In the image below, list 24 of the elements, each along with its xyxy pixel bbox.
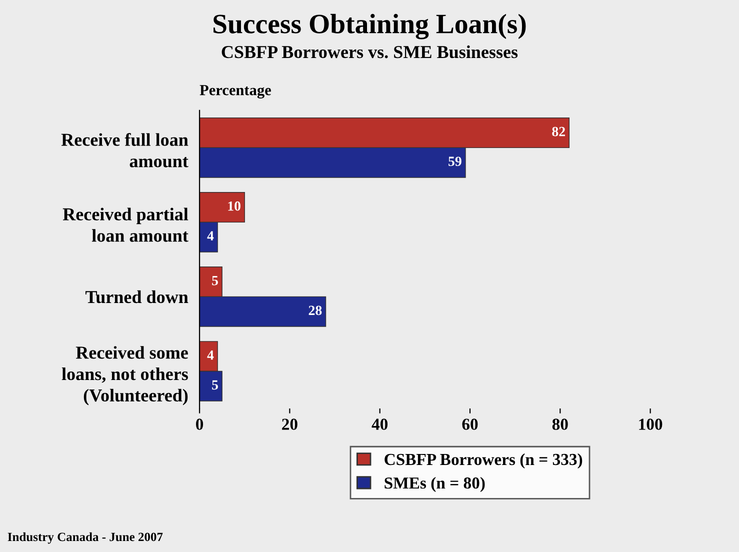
data-label: 82 bbox=[552, 126, 565, 136]
x-axis-title: Percentage bbox=[200, 85, 271, 98]
chart-subtitle: CSBFP Borrowers vs. SME Businesses bbox=[222, 45, 518, 58]
x-tick-label: 40 bbox=[372, 418, 388, 430]
x-tick-label: 60 bbox=[462, 418, 478, 430]
y-tick-label: Received some loans, not others (Volunteered) bbox=[62, 346, 188, 406]
chart-title: Success Obtaining Loan(s) bbox=[214, 14, 526, 40]
legend-label: CSBFP Borrowers (n = 333) bbox=[384, 453, 582, 469]
text: Industry Canada - June 2007 bbox=[8, 532, 163, 544]
x-tick-label: 100 bbox=[639, 418, 662, 430]
y-tick-label: Receive full loan amount bbox=[61, 133, 188, 168]
x-tick-label: 0 bbox=[196, 418, 204, 430]
y-tick-label: Turned down bbox=[85, 290, 188, 304]
data-label: 5 bbox=[212, 380, 218, 390]
data-label: 59 bbox=[448, 156, 462, 166]
data-label: 5 bbox=[212, 276, 218, 286]
legend-label: SMEs (n = 80) bbox=[384, 476, 485, 492]
x-tick-label: 80 bbox=[552, 418, 568, 430]
x-tick-label: 20 bbox=[282, 418, 298, 430]
data-label: 4 bbox=[207, 231, 214, 240]
data-label: 28 bbox=[308, 306, 322, 316]
data-label: 10 bbox=[228, 201, 240, 211]
data-label: 4 bbox=[207, 350, 214, 360]
y-tick-label: Received partial loan amount bbox=[62, 208, 188, 242]
